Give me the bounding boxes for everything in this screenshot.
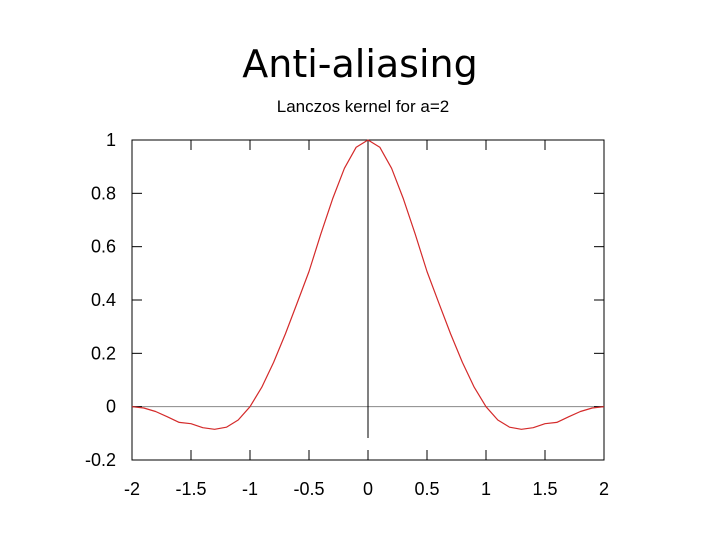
x-tick-label: 1.5 — [532, 479, 557, 499]
x-tick-label: 1 — [481, 479, 491, 499]
x-tick-label: 0 — [363, 479, 373, 499]
y-tick-label: 0.6 — [91, 237, 116, 257]
y-tick-label: -0.2 — [85, 450, 116, 470]
x-tick-label: -2 — [124, 479, 140, 499]
slide-title: Anti-aliasing — [242, 42, 478, 86]
y-tick-label: 0.2 — [91, 343, 116, 363]
x-tick-label: -1 — [242, 479, 258, 499]
y-tick-label: 1 — [106, 130, 116, 150]
x-tick-label: 2 — [599, 479, 609, 499]
y-tick-label: 0.4 — [91, 290, 116, 310]
y-tick-label: 0.8 — [91, 183, 116, 203]
chart-title: Lanczos kernel for a=2 — [277, 97, 449, 116]
y-tick-label: 0 — [106, 397, 116, 417]
x-tick-label: -0.5 — [293, 479, 324, 499]
x-tick-label: 0.5 — [414, 479, 439, 499]
x-tick-label: -1.5 — [175, 479, 206, 499]
lanczos-curve — [131, 139, 605, 430]
